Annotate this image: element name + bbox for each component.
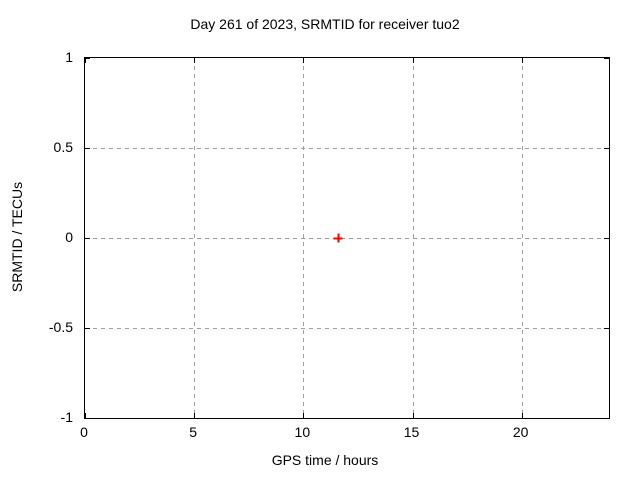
x-tick-mark (412, 413, 414, 418)
data-point-marker (333, 233, 343, 243)
y-tick-label: 1 (65, 49, 73, 65)
x-tick-mark (521, 413, 523, 418)
y-tick-mark (85, 148, 90, 149)
y-tick-label: -0.5 (48, 319, 73, 335)
x-axis-label: GPS time / hours (271, 452, 379, 468)
x-tick-mark (303, 58, 305, 63)
y-gridline (85, 328, 609, 329)
x-tick-label: 15 (403, 424, 420, 440)
y-gridline (85, 148, 609, 149)
x-tick-mark (85, 58, 86, 63)
plot-area (84, 57, 610, 419)
y-tick-mark (604, 238, 609, 239)
y-tick-mark (604, 148, 609, 149)
y-tick-mark (85, 238, 90, 239)
x-tick-mark (412, 58, 414, 63)
y-tick-mark (604, 328, 609, 329)
y-tick-mark (604, 418, 609, 419)
y-tick-label: 0 (65, 229, 73, 245)
y-tick-mark (604, 58, 609, 59)
marker-bar-v (337, 233, 340, 243)
y-tick-mark (85, 58, 90, 59)
chart-title: Day 261 of 2023, SRMTID for receiver tuo… (190, 16, 460, 32)
x-tick-label: 5 (189, 424, 198, 440)
y-tick-label: -1 (60, 409, 73, 425)
y-gridline (85, 238, 609, 239)
x-tick-mark (194, 413, 196, 418)
x-tick-label: 20 (512, 424, 529, 440)
x-tick-mark (521, 58, 523, 63)
y-tick-mark (85, 418, 90, 419)
x-tick-label: 0 (80, 424, 88, 440)
x-tick-mark (303, 413, 305, 418)
y-tick-mark (85, 328, 90, 329)
y-tick-label: 0.5 (53, 139, 73, 155)
x-tick-mark (85, 413, 86, 418)
x-tick-label: 10 (294, 424, 311, 440)
x-tick-mark (194, 58, 196, 63)
